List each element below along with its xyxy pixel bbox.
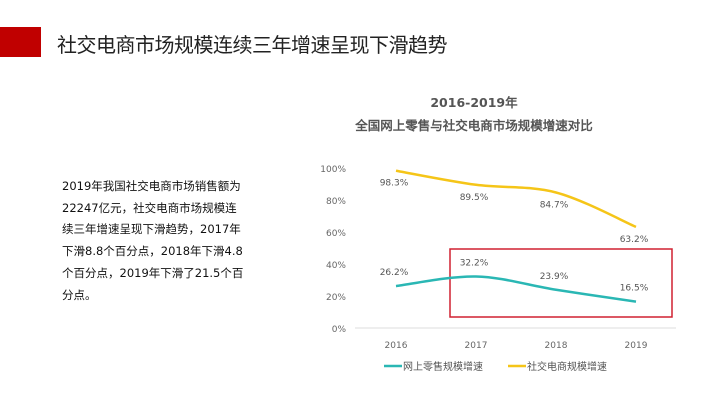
page-title: 社交电商市场规模连续三年增速呈现下滑趋势 (57, 33, 448, 57)
chart-subtitle: 全国网上零售与社交电商市场规模增速对比 (354, 118, 593, 133)
y-tick-label: 100% (320, 165, 346, 175)
data-label: 89.5% (460, 193, 489, 203)
x-tick-label: 2017 (465, 341, 488, 351)
data-label: 84.7% (540, 200, 569, 210)
x-tick-label: 2019 (625, 341, 648, 351)
y-tick-label: 20% (326, 293, 346, 303)
series-line-2 (395, 169, 637, 229)
y-tick-label: 60% (326, 229, 346, 239)
legend-label: 社交电商规模增速 (527, 360, 607, 373)
data-label: 98.3% (380, 179, 409, 189)
legend-label: 网上零售规模增速 (403, 360, 483, 373)
x-tick-label: 2018 (545, 341, 568, 351)
x-tick-label: 2016 (385, 341, 408, 351)
body-paragraph: 2019年我国社交电商市场销售额为22247亿元，社交电商市场规模连续三年增速呈… (62, 179, 244, 302)
data-label: 32.2% (460, 258, 489, 268)
series-line-1 (395, 275, 637, 303)
chart-title: 2016-2019年 (430, 95, 518, 110)
highlight-box (449, 248, 673, 318)
y-tick-label: 40% (326, 261, 346, 271)
data-label: 23.9% (540, 272, 569, 282)
y-tick-label: 0% (332, 325, 347, 335)
y-tick-label: 80% (326, 197, 346, 207)
data-label: 16.5% (620, 284, 649, 294)
data-label: 26.2% (380, 268, 409, 278)
header-accent-block (0, 27, 41, 57)
data-label: 63.2% (620, 235, 649, 245)
